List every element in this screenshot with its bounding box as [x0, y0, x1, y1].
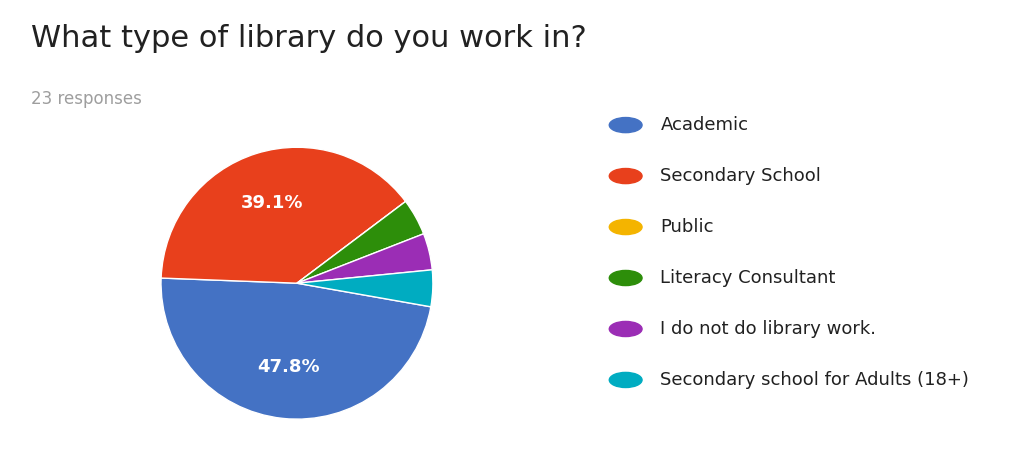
Wedge shape: [161, 278, 431, 419]
Wedge shape: [297, 270, 433, 307]
Text: What type of library do you work in?: What type of library do you work in?: [31, 24, 587, 52]
Text: Literacy Consultant: Literacy Consultant: [660, 269, 836, 287]
Circle shape: [609, 219, 642, 235]
Circle shape: [609, 321, 642, 337]
Text: Academic: Academic: [660, 116, 749, 134]
Text: I do not do library work.: I do not do library work.: [660, 320, 877, 338]
Circle shape: [609, 169, 642, 184]
Text: Secondary school for Adults (18+): Secondary school for Adults (18+): [660, 371, 970, 389]
Circle shape: [609, 270, 642, 286]
Circle shape: [609, 118, 642, 133]
Text: Secondary School: Secondary School: [660, 167, 821, 185]
Wedge shape: [161, 147, 406, 283]
Text: 47.8%: 47.8%: [257, 358, 319, 376]
Wedge shape: [297, 234, 432, 283]
Text: 23 responses: 23 responses: [31, 90, 141, 108]
Circle shape: [609, 372, 642, 388]
Text: 39.1%: 39.1%: [241, 194, 303, 212]
Wedge shape: [297, 202, 424, 283]
Text: Public: Public: [660, 218, 714, 236]
Wedge shape: [297, 202, 406, 283]
